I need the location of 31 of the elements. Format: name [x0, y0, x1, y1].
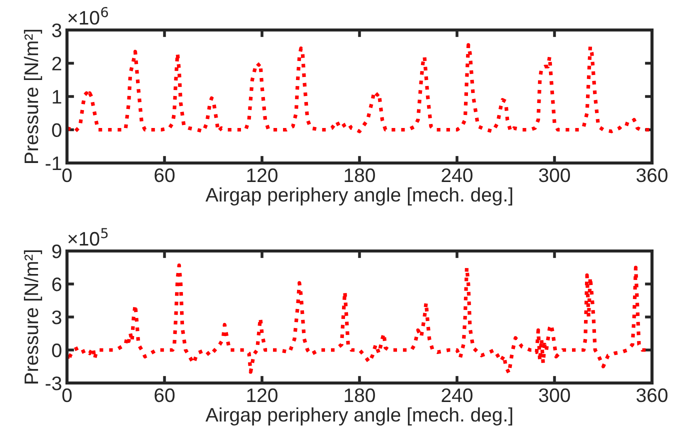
x-axis-title: Airgap periphery angle [mech. deg.]: [206, 407, 512, 426]
x-tick-label: 300: [539, 388, 570, 402]
x-tick-label: 180: [344, 388, 375, 402]
y-tick-label: -3: [46, 376, 62, 390]
x-tick-label: 240: [442, 168, 472, 182]
y-tick-label: 3: [52, 310, 62, 324]
x-tick-label: 0: [62, 168, 72, 182]
x-tick-label: 240: [442, 388, 472, 402]
x-tick-label: 60: [154, 388, 175, 402]
line-series: [67, 43, 652, 134]
y-tick-label: 6: [52, 277, 62, 292]
x-tick-label: 120: [247, 388, 278, 402]
x-tick-label: 300: [539, 168, 570, 182]
x-axis-title: Airgap periphery angle [mech. deg.]: [206, 187, 512, 206]
y-axis-title: Pressure [N/m²]: [24, 250, 42, 384]
text: ×10$^{6}$: [68, 6, 108, 25]
y-tick-label: 3: [52, 23, 62, 38]
x-tick-label: 180: [344, 168, 375, 182]
y-tick-label: 0: [52, 123, 62, 137]
y-tick-label: 0: [52, 343, 62, 358]
text: ×10$^{5}$: [68, 228, 108, 246]
x-tick-label: 0: [62, 388, 72, 402]
x-tick-label: 360: [636, 388, 668, 402]
y-tick-label: -1: [46, 156, 62, 170]
y-tick-label: 1: [52, 90, 62, 104]
y-tick-label: 2: [52, 56, 62, 70]
y-tick-label: 9: [52, 244, 62, 258]
y-axis-title: Pressure [N/m²]: [24, 30, 42, 163]
x-tick-label: 360: [636, 168, 668, 182]
x-tick-label: 120: [247, 168, 278, 182]
x-tick-label: 60: [154, 168, 175, 182]
